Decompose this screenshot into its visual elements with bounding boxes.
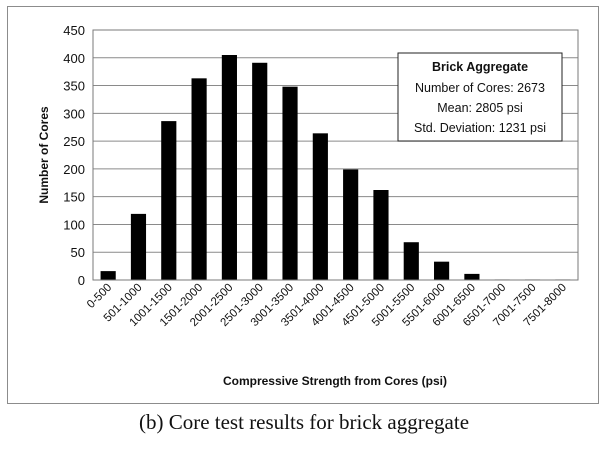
bar: [252, 62, 268, 281]
bar: [434, 261, 450, 280]
annotation-title: Brick Aggregate: [432, 60, 528, 74]
bar: [161, 121, 177, 280]
y-tick-label: 400: [63, 51, 85, 66]
y-tick-label: 200: [63, 162, 85, 177]
bar: [343, 169, 359, 280]
y-axis-label: Number of Cores: [37, 106, 51, 204]
y-tick-label: 100: [63, 217, 85, 232]
bar: [191, 78, 207, 280]
bar: [464, 273, 480, 280]
x-tick-labels: 0-500501-10001001-15001501-20002001-2500…: [85, 282, 569, 329]
y-tick-label: 50: [71, 245, 85, 260]
bar: [221, 55, 237, 280]
annotation-line: Mean: 2805 psi: [437, 101, 522, 115]
bar: [282, 86, 298, 281]
y-tick-label: 350: [63, 79, 85, 94]
y-tick-label: 0: [78, 273, 85, 288]
stats-annotation-box: Brick Aggregate Number of Cores: 2673 Me…: [397, 52, 563, 142]
y-tick-label: 450: [63, 23, 85, 38]
bar: [403, 242, 419, 280]
bar: [373, 190, 389, 280]
y-tick-label: 300: [63, 106, 85, 121]
plot-area-border: [92, 29, 579, 281]
bar: [100, 271, 116, 280]
bars: [100, 55, 571, 281]
bar: [312, 133, 328, 280]
y-tick-label: 250: [63, 134, 85, 149]
bar: [130, 213, 147, 280]
x-axis-label: Compressive Strength from Cores (psi): [223, 374, 447, 388]
figure-caption: (b) Core test results for brick aggregat…: [138, 410, 470, 434]
y-tick-label: 150: [63, 190, 85, 205]
y-tick-labels: 0 50 100 150 200 250 300 350 400 450: [63, 23, 85, 288]
annotation-box-border: [397, 52, 563, 142]
annotation-line: Number of Cores: 2673: [415, 81, 545, 95]
annotation-line: Std. Deviation: 1231 psi: [414, 121, 546, 135]
histogram-chart: 0 50 100 150 200 250 300 350 400 450 0-500501-100…: [37, 23, 579, 388]
